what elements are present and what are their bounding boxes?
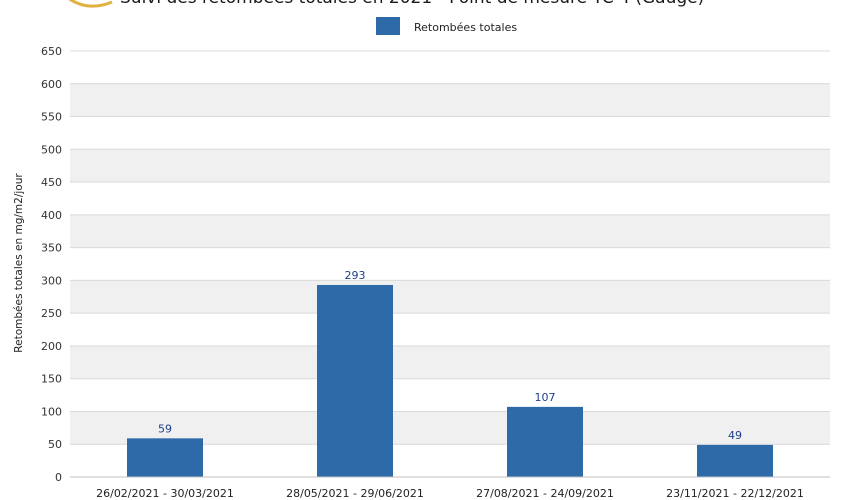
y-tick-label: 600 [41, 78, 62, 91]
bar-series [127, 284, 773, 477]
legend-label: Retombées totales [414, 21, 517, 34]
y-tick-label: 250 [41, 307, 62, 320]
y-tick-label: 400 [41, 209, 62, 222]
plot-band [70, 51, 830, 84]
bar [127, 438, 203, 477]
bar [317, 284, 393, 477]
y-tick-label: 300 [41, 274, 62, 287]
y-axis-ticks: 0 50 100 150 200 250 300 350 400 450 500 550 600 650 [41, 45, 62, 484]
chart-title: Suivi des retombées totales en 2021 - Po… [120, 0, 704, 8]
y-tick-label: 650 [41, 45, 62, 58]
plot-band [70, 149, 830, 183]
plot-band [70, 247, 830, 281]
x-axis-ticks: 26/02/2021 - 30/03/2021 28/05/2021 - 29/0… [96, 487, 804, 500]
y-tick-label: 550 [41, 111, 62, 124]
data-label: 49 [728, 429, 742, 442]
plot-band [70, 280, 830, 314]
plot-bands [70, 51, 830, 477]
y-tick-label: 150 [41, 373, 62, 386]
x-tick-label: 28/05/2021 - 29/06/2021 [286, 487, 424, 500]
data-label: 293 [345, 269, 366, 282]
gridlines [70, 50, 830, 478]
plot-band [70, 345, 830, 379]
y-tick-label: 350 [41, 242, 62, 255]
x-tick-label: 23/11/2021 - 22/12/2021 [666, 487, 804, 500]
plot-band [70, 83, 830, 117]
data-labels: 59 293 107 49 [158, 269, 742, 442]
x-tick-label: 27/08/2021 - 24/09/2021 [476, 487, 614, 500]
y-tick-label: 50 [48, 438, 62, 451]
chart-title-group: Suivi des retombées totales en 2021 - Po… [68, 0, 704, 8]
legend-swatch [376, 17, 400, 35]
plot-band [70, 116, 830, 150]
plot-band [70, 214, 830, 248]
y-tick-label: 100 [41, 405, 62, 418]
bar [697, 444, 773, 477]
y-axis-label: Retombées totales en mg/m2/jour [13, 173, 25, 353]
data-label: 107 [535, 391, 556, 404]
y-tick-label: 0 [55, 471, 62, 484]
data-label: 59 [158, 422, 172, 435]
plot-band [70, 378, 830, 412]
y-tick-label: 450 [41, 176, 62, 189]
bar [507, 406, 583, 477]
y-tick-label: 500 [41, 143, 62, 156]
plot-band [70, 182, 830, 215]
logo-swoosh-icon [68, 0, 113, 8]
x-tick-label: 26/02/2021 - 30/03/2021 [96, 487, 234, 500]
chart-legend: Retombées totales [376, 17, 517, 35]
plot-band [70, 313, 830, 346]
y-tick-label: 200 [41, 340, 62, 353]
